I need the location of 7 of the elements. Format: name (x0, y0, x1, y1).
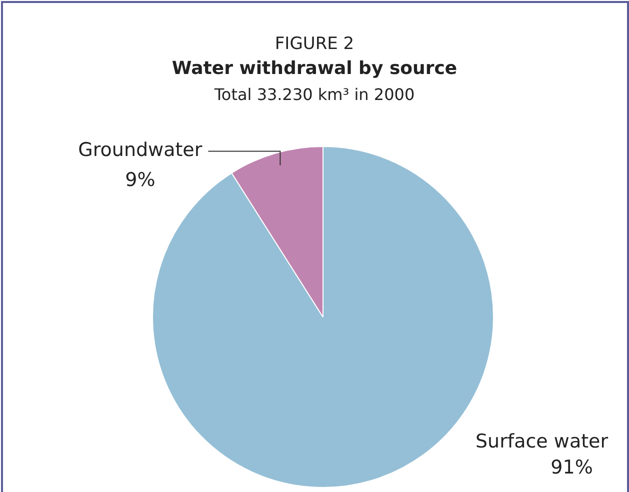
slice-label: Surface water (475, 430, 608, 453)
caption: FIGURE 2 (274, 33, 356, 56)
data-label: 91% (550, 456, 593, 479)
chart-subtitle: Total 33.230 km³ in 2000 (213, 84, 416, 106)
data-label: 9% (125, 169, 156, 192)
slice-label: Groundwater (78, 139, 202, 162)
chart-title: Water withdrawal by source (170, 57, 458, 81)
